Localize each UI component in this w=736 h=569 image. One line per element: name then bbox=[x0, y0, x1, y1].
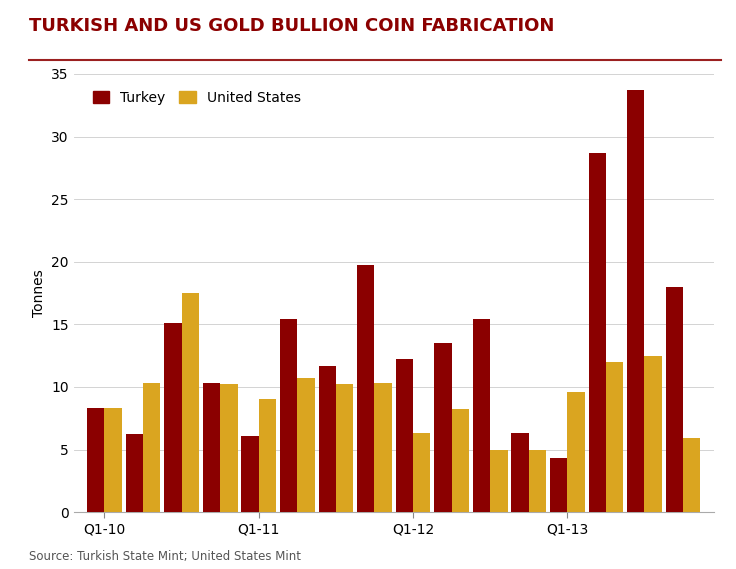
Bar bbox=[336, 385, 353, 512]
Bar bbox=[665, 287, 683, 512]
Bar bbox=[396, 360, 413, 512]
Bar bbox=[220, 385, 238, 512]
Legend: Turkey, United States: Turkey, United States bbox=[87, 85, 307, 110]
Bar bbox=[280, 319, 297, 512]
Bar bbox=[126, 435, 143, 512]
Bar bbox=[434, 343, 452, 512]
Bar bbox=[357, 266, 375, 512]
Bar bbox=[241, 436, 259, 512]
Bar bbox=[297, 378, 315, 512]
Bar bbox=[589, 153, 606, 512]
Bar bbox=[319, 366, 336, 512]
Bar bbox=[512, 433, 528, 512]
Bar bbox=[182, 293, 199, 512]
Bar bbox=[413, 433, 431, 512]
Bar bbox=[164, 323, 182, 512]
Bar bbox=[627, 90, 645, 512]
Bar bbox=[567, 392, 584, 512]
Y-axis label: Tonnes: Tonnes bbox=[32, 269, 46, 317]
Bar bbox=[606, 362, 623, 512]
Bar bbox=[375, 383, 392, 512]
Bar bbox=[105, 408, 122, 512]
Bar bbox=[550, 458, 567, 512]
Bar bbox=[645, 356, 662, 512]
Bar bbox=[528, 450, 546, 512]
Text: Source: Turkish State Mint; United States Mint: Source: Turkish State Mint; United State… bbox=[29, 550, 302, 563]
Bar bbox=[259, 399, 276, 512]
Bar bbox=[473, 319, 490, 512]
Bar bbox=[683, 438, 701, 512]
Bar bbox=[452, 410, 469, 512]
Bar bbox=[490, 450, 508, 512]
Bar bbox=[203, 383, 220, 512]
Text: TURKISH AND US GOLD BULLION COIN FABRICATION: TURKISH AND US GOLD BULLION COIN FABRICA… bbox=[29, 17, 555, 35]
Bar bbox=[143, 383, 160, 512]
Bar bbox=[87, 408, 105, 512]
